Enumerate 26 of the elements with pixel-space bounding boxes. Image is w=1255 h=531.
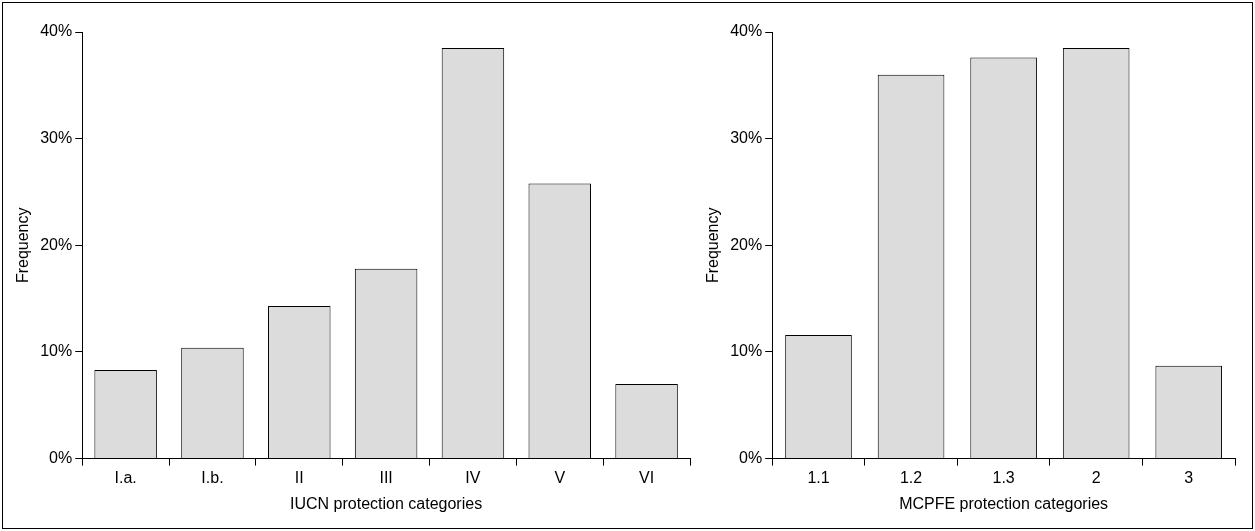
- x-tick-label: 3: [1184, 468, 1194, 486]
- y-tick-label: 0%: [739, 449, 763, 467]
- y-tick-label: 20%: [730, 235, 763, 253]
- x-tick-label: I.a.: [114, 468, 137, 486]
- x-axis-title: MCPFE protection categories: [899, 494, 1109, 512]
- y-tick-label: 10%: [40, 342, 73, 360]
- y-tick-label: 30%: [730, 129, 763, 147]
- y-tick-label: 30%: [40, 129, 73, 147]
- x-tick-label: 1.2: [899, 468, 923, 486]
- y-tick-label: 40%: [730, 22, 763, 40]
- x-tick-label: I.b.: [201, 468, 224, 486]
- y-tick-label: 40%: [40, 22, 73, 40]
- x-axis-title: IUCN protection categories: [290, 494, 483, 512]
- x-tick-label: V: [554, 468, 566, 486]
- y-axis-title: Frequency: [14, 207, 32, 284]
- y-tick-label: 10%: [730, 342, 763, 360]
- x-tick-label: II: [294, 468, 304, 486]
- x-tick-label: VI: [639, 468, 655, 486]
- x-tick-label: 1.3: [992, 468, 1015, 486]
- x-tick-label: IV: [465, 468, 481, 486]
- x-tick-label: 1.1: [807, 468, 830, 486]
- y-axis-title: Frequency: [704, 207, 722, 284]
- y-tick-label: 0%: [49, 449, 73, 467]
- x-tick-label: III: [379, 468, 393, 486]
- x-tick-label: 2: [1091, 468, 1101, 486]
- y-tick-label: 20%: [40, 235, 73, 253]
